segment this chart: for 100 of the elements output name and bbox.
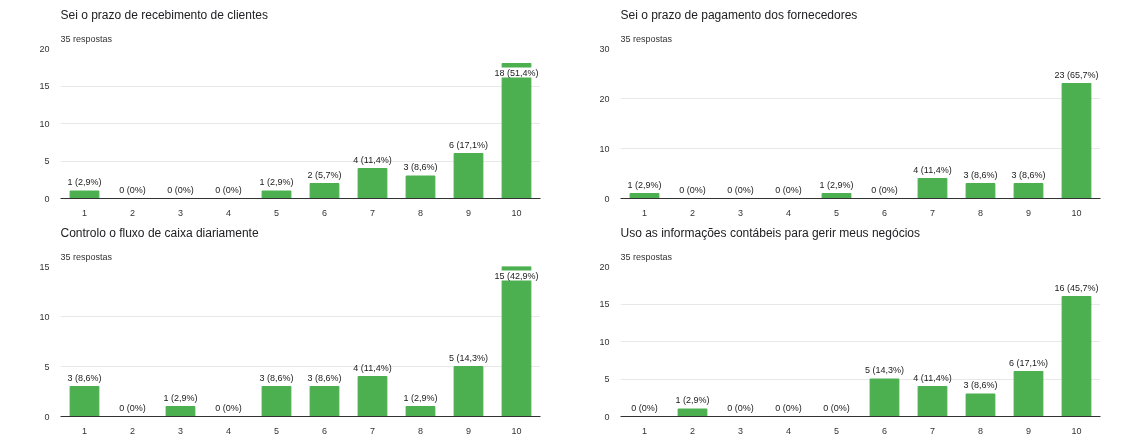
x-tick-label: 6 [882,207,888,218]
data-label: 0 (0%) [215,402,242,413]
data-label: 1 (2,9%) [627,179,662,190]
x-tick-label: 3 [738,207,744,218]
data-label: 6 (17,1%) [448,139,489,150]
data-label: 0 (0%) [167,184,194,195]
x-tick-label: 2 [130,207,136,218]
x-tick-label: 3 [178,207,184,218]
x-tick-label: 8 [978,425,984,436]
chart-subtitle: 35 respostas [620,251,673,262]
x-tick-label: 7 [930,207,936,218]
y-tick-label: 20 [39,43,50,54]
x-tick-label: 8 [978,207,984,218]
x-tick-label: 10 [511,207,522,218]
data-label: 3 (8,6%) [307,372,342,383]
data-label: 4 (11,4%) [353,362,392,373]
x-tick-label: 2 [130,425,136,436]
data-label: 3 (8,6%) [259,372,294,383]
x-tick-label: 6 [322,207,328,218]
chart-title: Sei o prazo de pagamento dos fornecedores [620,7,858,22]
x-tick-label: 3 [738,425,744,436]
data-label: 0 (0%) [119,402,146,413]
x-tick-label: 6 [322,425,328,436]
chart-subtitle: 35 respostas [60,251,113,262]
x-tick-label: 4 [226,425,232,436]
data-label: 5 (14,3%) [864,365,905,375]
y-tick-label: 10 [599,143,610,154]
data-label: 15 (42,9%) [494,270,539,281]
y-tick-label: 0 [44,411,50,422]
x-tick-label: 9 [1026,425,1032,436]
x-tick-label: 10 [1071,207,1082,218]
x-tick-label: 10 [511,425,522,436]
x-tick-label: 4 [786,425,792,436]
y-tick-label: 0 [604,193,610,204]
x-tick-label: 8 [418,425,424,436]
x-tick-label: 5 [834,207,840,218]
x-tick-label: 7 [930,425,936,436]
data-label: 16 (45,7%) [1054,282,1099,293]
x-tick-label: 4 [786,207,792,218]
y-tick-label: 20 [599,261,610,272]
data-label: 3 (8,6%) [67,372,102,383]
data-label: 4 (11,4%) [913,372,952,383]
data-label: 0 (0%) [631,402,658,413]
data-label: 3 (8,6%) [963,169,998,180]
y-tick-label: 15 [599,299,610,309]
x-tick-label: 9 [466,425,472,436]
y-tick-label: 0 [44,193,50,204]
data-label: 3 (8,6%) [963,380,998,390]
x-tick-label: 9 [466,207,472,218]
data-label: 1 (2,9%) [403,392,438,403]
x-tick-label: 7 [370,425,376,436]
y-tick-label: 30 [599,43,610,54]
x-tick-label: 5 [834,425,840,436]
data-label: 4 (11,4%) [913,164,952,175]
x-tick-label: 3 [178,425,184,436]
x-tick-label: 1 [82,425,88,436]
x-tick-label: 10 [1071,425,1082,436]
data-label: 6 (17,1%) [1008,357,1049,368]
chart-subtitle: 35 respostas [60,33,113,44]
data-label: 1 (2,9%) [819,179,854,190]
y-tick-label: 15 [39,81,50,91]
chart-title: Controlo o fluxo de caixa diariamente [60,225,259,240]
data-label: 23 (65,7%) [1054,69,1099,80]
x-tick-label: 1 [642,425,648,436]
y-tick-label: 5 [44,156,50,166]
data-label: 18 (51,4%) [494,67,539,78]
y-tick-label: 5 [604,374,610,384]
data-label: 1 (2,9%) [67,177,102,187]
data-label: 0 (0%) [679,184,706,195]
x-tick-label: 1 [642,207,648,218]
data-label: 0 (0%) [775,184,802,195]
chart-title: Sei o prazo de recebimento de clientes [60,7,268,22]
data-label: 0 (0%) [727,184,754,195]
y-tick-label: 20 [599,93,610,104]
data-label: 4 (11,4%) [353,154,392,165]
x-tick-label: 5 [274,425,280,436]
data-label: 3 (8,6%) [403,162,438,172]
y-tick-label: 0 [604,411,610,422]
y-tick-label: 5 [44,361,50,372]
x-tick-label: 4 [226,207,232,218]
chart-title: Uso as informações contábeis para gerir meus negócios [620,225,920,240]
y-tick-label: 10 [599,336,610,347]
x-tick-label: 6 [882,425,888,436]
data-label: 0 (0%) [215,184,242,195]
x-tick-label: 9 [1026,207,1032,218]
data-label: 0 (0%) [775,402,802,413]
data-label: 1 (2,9%) [675,395,710,405]
x-tick-label: 2 [690,425,696,436]
x-tick-label: 1 [82,207,88,218]
x-tick-label: 2 [690,207,696,218]
x-tick-label: 7 [370,207,376,218]
data-label: 5 (14,3%) [448,352,489,363]
data-label: 0 (0%) [823,402,850,413]
data-label: 3 (8,6%) [1011,169,1046,180]
data-label: 0 (0%) [871,184,898,195]
x-tick-label: 5 [274,207,280,218]
y-tick-label: 10 [39,118,50,129]
data-label: 1 (2,9%) [163,392,198,403]
data-label: 0 (0%) [727,402,754,413]
x-tick-label: 8 [418,207,424,218]
